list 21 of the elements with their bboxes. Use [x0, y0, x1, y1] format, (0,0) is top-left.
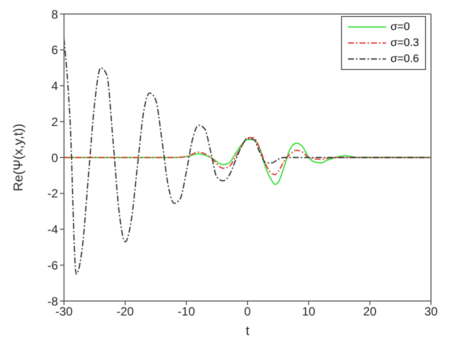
y-tick-label: 6 [51, 43, 58, 58]
line-series [64, 137, 431, 176]
y-tick-label: 2 [51, 114, 58, 129]
y-tick-label: 4 [51, 79, 58, 94]
x-tick-label: 20 [363, 304, 377, 319]
legend-label: σ=0 [390, 21, 410, 33]
y-tick-label: -4 [47, 222, 58, 237]
y-tick-label: -2 [47, 186, 58, 201]
line-series [64, 38, 431, 275]
x-tick-label: -10 [178, 304, 196, 319]
x-tick-label: 30 [424, 304, 438, 319]
legend-label: σ=0.6 [390, 53, 419, 65]
y-tick-label: 8 [51, 7, 58, 22]
y-tick-label: -6 [47, 258, 58, 272]
x-tick-label: -20 [116, 304, 134, 319]
y-tick-label: 0 [51, 150, 58, 165]
legend-label: σ=0.3 [390, 37, 419, 49]
x-tick-label: 10 [302, 304, 316, 319]
x-axis-title: t [246, 323, 250, 338]
x-tick-label: 0 [244, 304, 252, 319]
y-axis-title: Re(Ψ(x,y,t)) [10, 124, 26, 192]
